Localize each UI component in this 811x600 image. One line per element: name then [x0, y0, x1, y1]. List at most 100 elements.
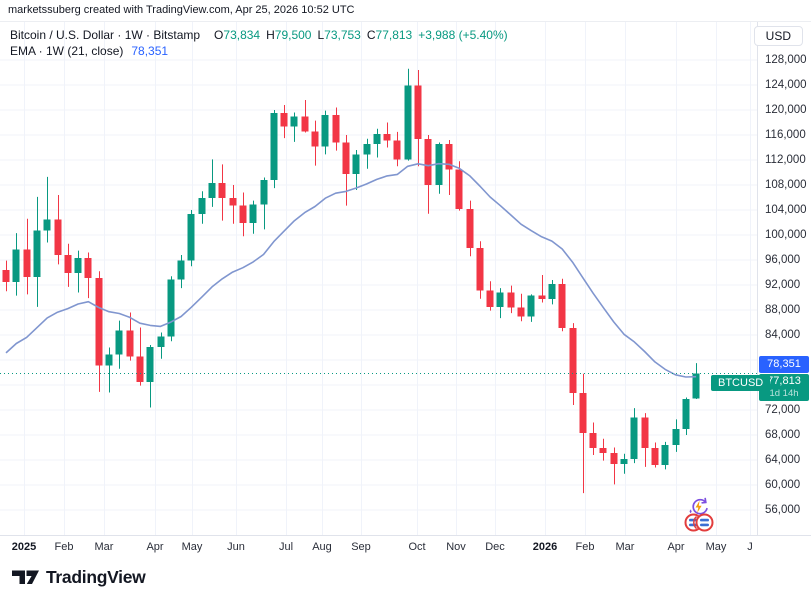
symbol-title: Bitcoin / U.S. Dollar · 1W · Bitstamp	[10, 28, 201, 42]
price-tick-label: 84,000	[765, 329, 801, 341]
candle-body	[105, 354, 113, 366]
open-value: 73,834	[223, 28, 261, 42]
low-letter: L	[317, 28, 325, 42]
candle-body	[466, 208, 474, 249]
candle-body	[455, 169, 463, 209]
candle-body	[321, 115, 329, 147]
price-tick-label: 120,000	[765, 104, 807, 116]
candle-body	[373, 133, 381, 144]
candle-body	[672, 428, 680, 445]
time-axis-border	[0, 535, 811, 536]
candle-body	[661, 445, 669, 465]
refresh-bolt-sticker-icon	[687, 496, 711, 523]
candle-body	[486, 290, 494, 307]
price-tick-label: 100,000	[765, 229, 807, 241]
candle-body	[229, 198, 237, 206]
change-value: +3,988 (+5.40%)	[418, 28, 508, 42]
candle-body	[167, 279, 175, 337]
high-letter: H	[266, 28, 275, 42]
candle-body	[270, 113, 278, 180]
tradingview-logo-text: TradingView	[46, 567, 146, 587]
legend-symbol-row[interactable]: Bitcoin / U.S. Dollar · 1W · Bitstamp O73…	[10, 27, 508, 43]
candle-body	[507, 292, 515, 308]
time-tick-label: Oct	[408, 541, 426, 553]
candle-body	[311, 131, 319, 147]
time-tick-label: Nov	[446, 541, 466, 553]
candle-body	[239, 205, 247, 224]
candle-body	[290, 116, 298, 127]
price-tick-label: 64,000	[765, 454, 801, 466]
candle-body	[558, 283, 566, 329]
time-tick-label: May	[705, 541, 727, 553]
candlestick-chart[interactable]	[0, 22, 757, 535]
candle-body	[579, 393, 587, 434]
candle-body	[620, 458, 628, 464]
candle-body	[64, 255, 72, 274]
candle-body	[383, 133, 391, 141]
price-tick-label: 112,000	[765, 154, 806, 166]
candle-body	[136, 356, 144, 382]
time-tick-label: Jun	[227, 541, 245, 553]
time-tick-label: Apr	[667, 541, 685, 553]
time-tick-label: Aug	[312, 541, 332, 553]
time-tick-label: Feb	[575, 541, 595, 553]
close-value: 77,813	[375, 28, 413, 42]
candle-body	[146, 346, 154, 382]
candle-body	[54, 219, 62, 255]
time-tick-label: Dec	[485, 541, 505, 553]
candle-body	[115, 330, 123, 355]
candle-body	[599, 448, 607, 454]
candle-body	[84, 258, 92, 279]
candle-body	[414, 85, 422, 139]
candle-body	[589, 433, 597, 449]
candle-body	[692, 373, 700, 399]
candle-body	[43, 219, 51, 231]
time-tick-label: Sep	[351, 541, 371, 553]
symbol-price-tag: BTCUSD	[711, 375, 771, 391]
price-tick-label: 88,000	[765, 304, 801, 316]
price-tick-label: 128,000	[765, 54, 807, 66]
indicator-value: 78,351	[131, 44, 169, 58]
tradingview-logo-mark	[12, 570, 39, 584]
candle-body	[342, 142, 350, 174]
legend-indicator-row[interactable]: EMA · 1W (21, close) 78,351	[10, 43, 508, 59]
open-letter: O	[214, 28, 224, 42]
time-tick-label: Jul	[278, 541, 294, 553]
candle-body	[445, 143, 453, 170]
bar-countdown: 1d 14h	[769, 388, 799, 399]
low-value: 73,753	[324, 28, 361, 42]
price-tick-label: 68,000	[765, 429, 801, 441]
candle-body	[33, 230, 41, 277]
ema-line	[5, 162, 697, 378]
candle-body	[682, 398, 690, 429]
time-tick-label: Mar	[94, 541, 114, 553]
candle-body	[352, 154, 360, 174]
tradingview-logo[interactable]: TradingView	[12, 567, 146, 588]
candle-body	[610, 453, 618, 464]
price-tick-label: 116,000	[765, 129, 806, 141]
candle-body	[569, 328, 577, 394]
price-tick-label: 108,000	[765, 179, 807, 191]
price-tick-label: 104,000	[765, 204, 807, 216]
candle-body	[517, 307, 525, 317]
candle-body	[23, 249, 31, 277]
candle-body	[404, 85, 412, 160]
candle-body	[95, 278, 103, 366]
chart-legend[interactable]: Bitcoin / U.S. Dollar · 1W · Bitstamp O73…	[10, 27, 508, 59]
candle-body	[126, 330, 134, 357]
candle-body	[208, 183, 216, 199]
candle-body	[74, 258, 82, 274]
currency-toggle-button[interactable]: USD	[753, 26, 803, 46]
high-value: 79,500	[274, 28, 312, 42]
time-tick-label: J	[747, 541, 753, 553]
price-tick-label: 96,000	[765, 254, 801, 266]
candle-body	[332, 115, 340, 143]
candle-body	[393, 140, 401, 160]
candle-body	[2, 270, 10, 282]
candle-body	[651, 448, 659, 465]
candle-body	[198, 198, 206, 214]
candle-body	[218, 183, 226, 199]
price-tick-label: 72,000	[765, 404, 801, 416]
time-tick-label: Apr	[146, 541, 164, 553]
price-tick-label: 92,000	[765, 279, 801, 291]
